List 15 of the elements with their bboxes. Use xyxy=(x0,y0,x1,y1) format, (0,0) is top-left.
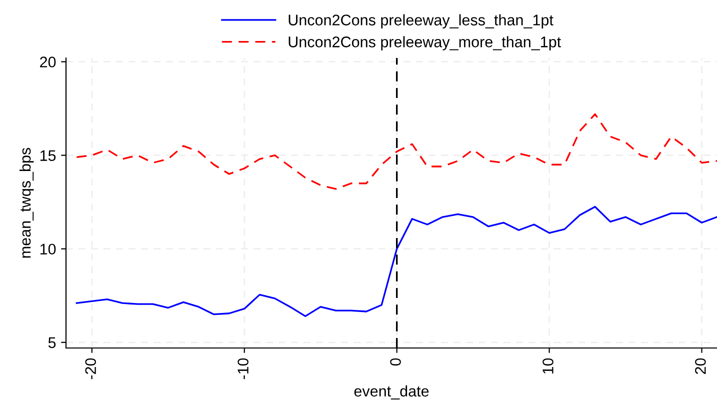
y-tick-label: 15 xyxy=(40,150,56,161)
legend-label: Uncon2Cons preleeway_less_than_1pt xyxy=(288,14,554,28)
y-tick-label: 10 xyxy=(40,244,56,255)
x-axis-title: event_date xyxy=(354,385,429,400)
line-series xyxy=(76,206,717,318)
legend-label: Uncon2Cons preleeway_more_than_1pt xyxy=(288,36,561,50)
x-tick-label: 10 xyxy=(542,358,554,374)
y-tick-label: 5 xyxy=(48,337,56,348)
line-series xyxy=(76,113,717,190)
x-tick-label: 20 xyxy=(695,358,706,374)
y-tick-label: 20 xyxy=(40,56,56,68)
x-tick-label: 0 xyxy=(390,358,401,366)
x-tick-label: -10 xyxy=(238,358,248,380)
y-axis-title: mean_twqs_bps xyxy=(19,148,34,258)
x-tick-label: -20 xyxy=(85,358,96,380)
